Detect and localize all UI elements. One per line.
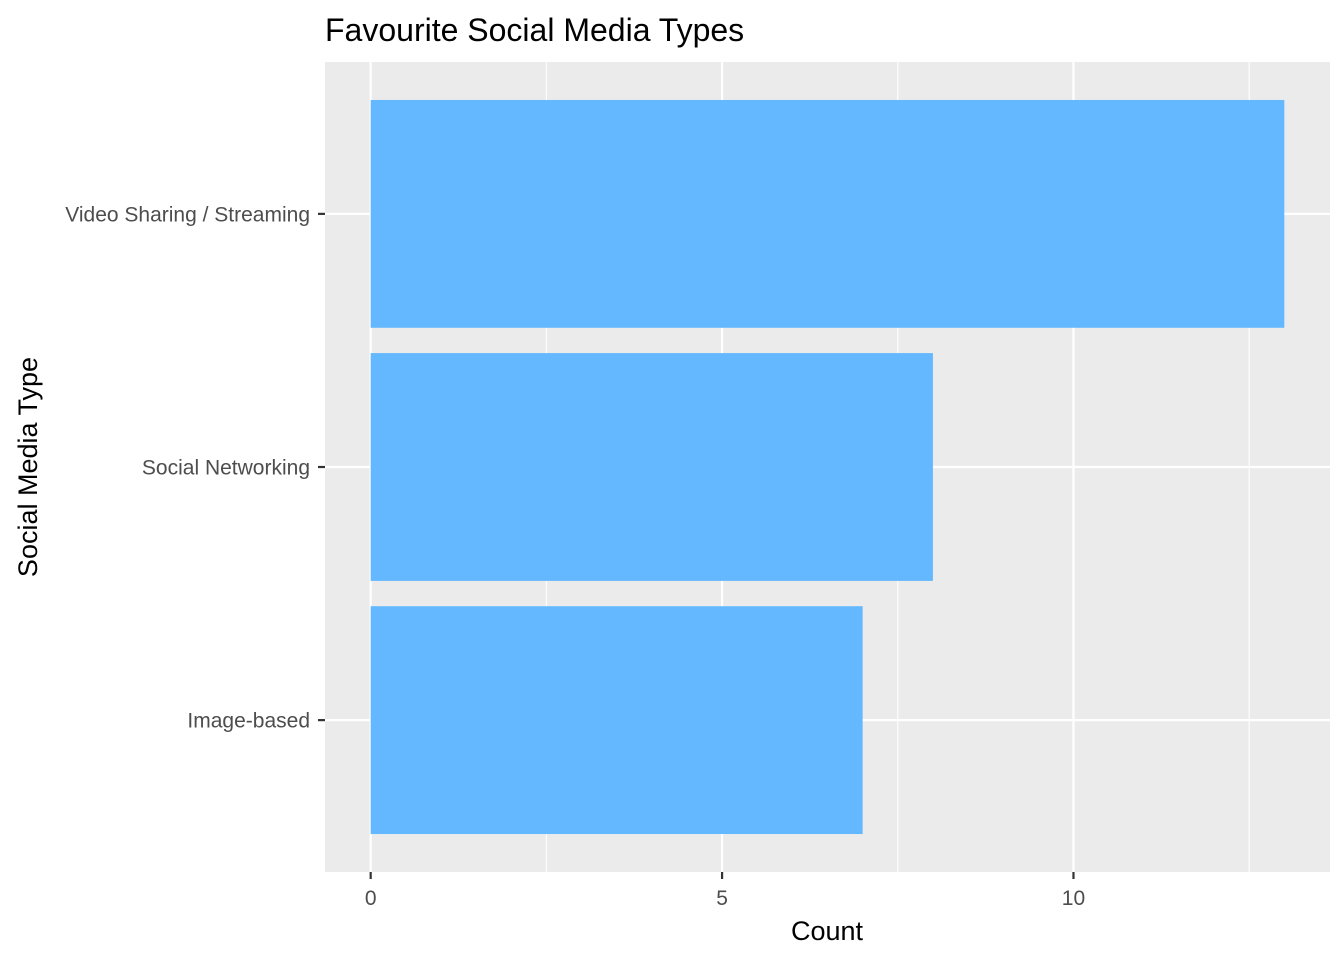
x-axis: 0 5 10 [365, 872, 1085, 910]
x-tick-label: 0 [365, 887, 377, 910]
y-axis: Image-based Social Networking Video Sharin… [65, 203, 325, 733]
y-tick-label: Video Sharing / Streaming [65, 203, 310, 226]
y-tick-label: Image-based [187, 710, 310, 733]
chart-title: Favourite Social Media Types [325, 12, 744, 48]
x-tick-label: 5 [716, 887, 728, 910]
bar [370, 606, 863, 835]
y-axis-title: Social Media Type [13, 357, 43, 577]
y-tick-label: Social Networking [142, 457, 310, 480]
bar [370, 99, 1285, 328]
x-tick-label: 10 [1062, 887, 1085, 910]
bars [370, 99, 1285, 835]
x-axis-title: Count [791, 916, 864, 946]
bar [370, 353, 933, 581]
